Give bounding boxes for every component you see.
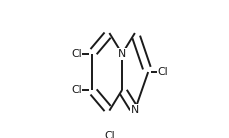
Text: Cl: Cl [104, 131, 114, 138]
Text: N: N [130, 105, 138, 115]
Text: Cl: Cl [71, 49, 81, 59]
Text: N: N [117, 49, 126, 59]
Text: Cl: Cl [157, 67, 168, 77]
Text: Cl: Cl [71, 85, 81, 95]
